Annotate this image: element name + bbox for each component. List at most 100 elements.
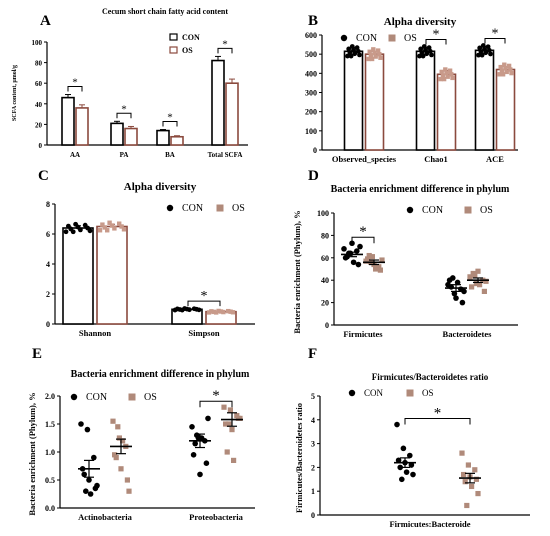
y-tick-label: 80	[35, 60, 43, 68]
data-point	[440, 73, 446, 78]
legend-label: OS	[182, 46, 193, 55]
data-point	[502, 62, 507, 67]
data-point	[206, 310, 212, 315]
data-point	[192, 440, 198, 447]
data-point	[394, 421, 400, 428]
data-point	[357, 52, 362, 58]
data-point	[379, 257, 385, 263]
category-label: ACE	[486, 154, 504, 164]
panel-letter: A	[40, 13, 51, 29]
bar-con	[61, 96, 75, 146]
bar-os	[495, 68, 516, 151]
data-point	[118, 466, 124, 472]
y-tick-label: 1.5	[45, 420, 55, 429]
significance-star: *	[434, 406, 442, 422]
data-point	[475, 490, 481, 497]
data-point	[81, 471, 87, 478]
bar-con	[211, 59, 225, 146]
data-point	[354, 248, 360, 254]
significance-bracket	[351, 236, 375, 244]
data-point	[83, 488, 89, 495]
data-point	[345, 53, 350, 59]
data-point	[237, 415, 243, 421]
y-tick-label: 60	[321, 254, 329, 263]
data-point	[194, 432, 200, 439]
data-point	[221, 404, 227, 410]
category-label: Proteobacteria	[189, 512, 243, 522]
data-point	[508, 67, 513, 72]
data-point	[227, 407, 233, 413]
data-point	[439, 69, 444, 75]
significance-star: *	[212, 388, 220, 404]
data-point	[481, 288, 487, 294]
data-point	[475, 268, 481, 274]
data-point	[110, 418, 116, 424]
data-point	[429, 52, 434, 58]
legend-marker	[128, 393, 136, 401]
data-point	[124, 477, 130, 483]
data-point	[369, 254, 375, 260]
legend-marker	[70, 393, 78, 401]
category-label: Chao1	[424, 154, 448, 164]
data-point	[483, 50, 489, 56]
data-point	[403, 469, 410, 475]
legend-marker	[348, 389, 356, 397]
legend-label: OS	[422, 388, 434, 398]
bar-os	[96, 225, 128, 325]
significance-bracket	[67, 86, 83, 92]
data-point	[366, 56, 371, 62]
data-point	[216, 308, 221, 314]
data-point	[503, 66, 508, 71]
legend-label: OS	[232, 203, 245, 214]
data-point	[113, 455, 119, 461]
data-point	[462, 479, 468, 485]
data-point	[87, 491, 94, 497]
data-point	[504, 69, 509, 75]
data-point	[373, 266, 379, 272]
panel-letter: C	[38, 168, 49, 184]
data-point	[226, 308, 231, 314]
data-point	[410, 471, 416, 478]
data-point	[424, 51, 430, 57]
data-point	[483, 278, 489, 284]
category-label: AA	[70, 151, 80, 159]
legend-marker	[464, 206, 472, 214]
data-point	[365, 256, 371, 262]
category-label: Observed_species	[332, 154, 397, 164]
bar-con	[415, 50, 436, 151]
legend-marker	[388, 34, 396, 42]
data-point	[395, 457, 402, 464]
y-tick-label: 2	[46, 290, 50, 299]
y-tick-label: 4	[46, 260, 50, 269]
y-tick-label: 100	[32, 39, 43, 47]
data-point	[472, 273, 478, 279]
y-axis-label: Bacteria enrichment (Phylum), %	[27, 392, 37, 515]
category-label: Shannon	[79, 328, 111, 338]
data-point	[352, 51, 358, 57]
bar-os	[436, 73, 457, 151]
legend-label: CON	[422, 205, 443, 216]
significance-bracket	[199, 400, 233, 408]
data-point	[341, 246, 347, 252]
bar-os	[364, 53, 385, 151]
panel-letter: B	[308, 13, 318, 29]
significance-bracket	[217, 47, 233, 54]
data-point	[479, 52, 485, 58]
legend-label: OS	[404, 33, 417, 44]
data-point	[230, 310, 236, 315]
category-label: Bacteroidetes	[443, 329, 493, 339]
chart-title: Alpha diversity	[124, 181, 197, 193]
significance-star: *	[492, 27, 499, 42]
data-point	[197, 471, 203, 478]
y-tick-label: 20	[321, 299, 329, 308]
data-point	[400, 445, 407, 452]
legend-label: CON	[182, 203, 203, 214]
y-tick-label: 1.0	[45, 448, 55, 457]
data-point	[399, 476, 405, 483]
legend-marker	[216, 204, 224, 212]
data-point	[221, 309, 226, 315]
category-label: Firmicutes	[343, 329, 383, 339]
panel-letter: E	[32, 346, 42, 362]
data-point	[372, 50, 377, 56]
data-point	[209, 309, 214, 314]
